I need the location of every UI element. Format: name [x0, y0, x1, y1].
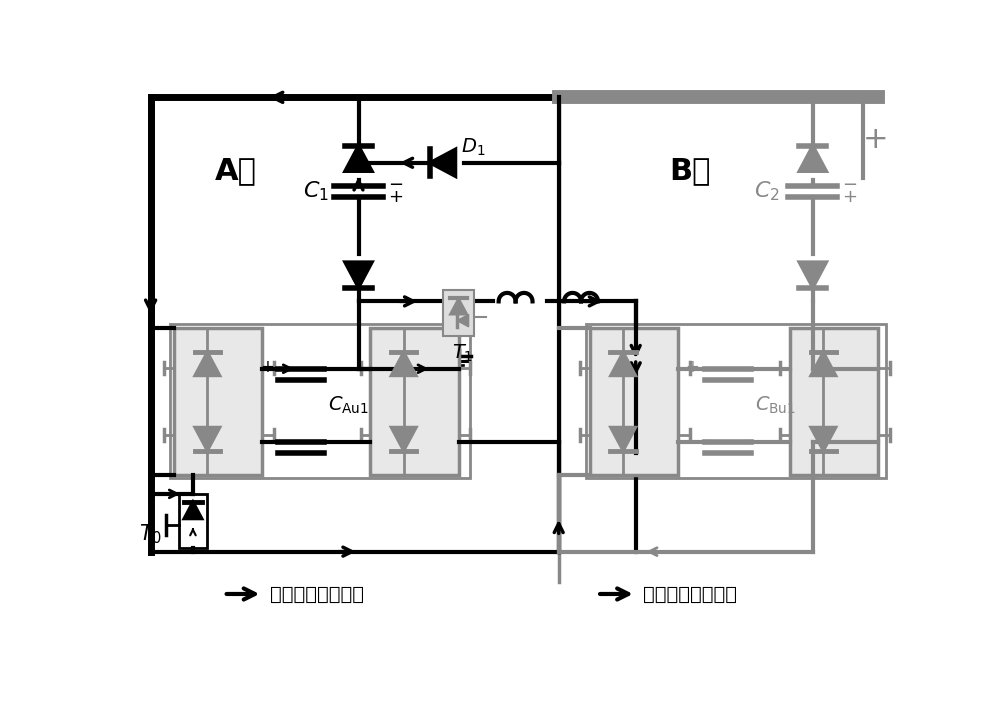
Bar [586, 324, 886, 479]
Text: 辅助电容放电回路: 辅助电容放电回路 [643, 585, 737, 604]
Text: $+$: $+$ [260, 358, 274, 376]
Bar [590, 329, 678, 475]
Text: $-$: $-$ [260, 431, 274, 449]
Text: $+$: $+$ [388, 187, 403, 206]
Text: $+$: $+$ [842, 187, 857, 206]
Text: $+$: $+$ [685, 358, 699, 376]
Polygon shape [799, 262, 826, 288]
Polygon shape [391, 427, 416, 451]
Text: $C_2$: $C_2$ [754, 180, 779, 203]
Text: $-$: $-$ [388, 174, 403, 192]
Polygon shape [457, 314, 469, 327]
Polygon shape [184, 502, 202, 519]
Polygon shape [391, 352, 416, 376]
Text: A相: A相 [214, 156, 256, 185]
Text: $D_1$: $D_1$ [461, 137, 485, 158]
Polygon shape [195, 427, 220, 451]
Polygon shape [195, 352, 220, 376]
Polygon shape [345, 146, 372, 171]
Text: $T_0$: $T_0$ [139, 523, 162, 546]
Text: 辅助电容充电回路: 辅助电容充电回路 [270, 585, 364, 604]
Text: $+$: $+$ [862, 125, 887, 154]
Text: $C_{\mathrm{Bu1}}$: $C_{\mathrm{Bu1}}$ [755, 395, 796, 416]
Polygon shape [345, 262, 372, 288]
Polygon shape [811, 352, 836, 376]
Text: $-$: $-$ [842, 174, 857, 192]
Bar [170, 324, 470, 479]
Polygon shape [811, 427, 836, 451]
Text: $T_1$: $T_1$ [452, 343, 473, 364]
Text: B相: B相 [669, 156, 710, 185]
Polygon shape [450, 298, 467, 314]
Polygon shape [610, 427, 636, 451]
Text: $C_1$: $C_1$ [303, 180, 329, 203]
Polygon shape [610, 352, 636, 376]
Text: $C_{\mathrm{Au1}}$: $C_{\mathrm{Au1}}$ [328, 395, 369, 416]
Bar [179, 494, 207, 548]
Polygon shape [799, 146, 826, 171]
Bar [790, 329, 878, 475]
Polygon shape [430, 150, 456, 176]
Bar [174, 329, 262, 475]
Bar [370, 329, 459, 475]
Text: $-$: $-$ [685, 431, 699, 449]
Bar [443, 290, 474, 336]
